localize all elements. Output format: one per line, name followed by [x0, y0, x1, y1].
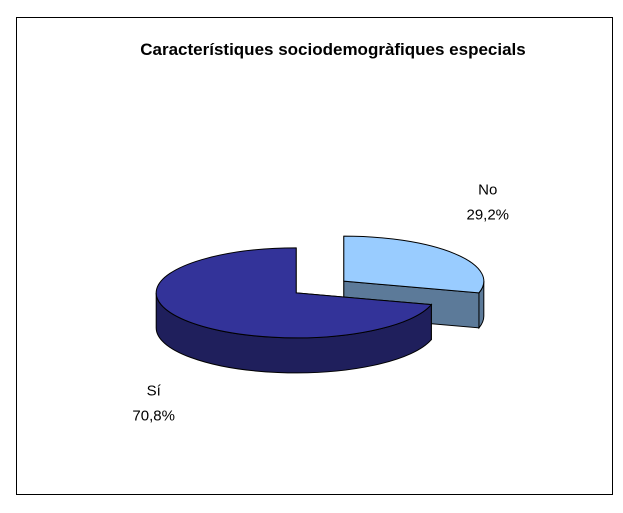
slice-value-label: 70,8%	[132, 408, 175, 425]
slice	[155, 247, 433, 339]
chart-border	[16, 17, 613, 495]
slice	[343, 235, 485, 294]
slice-value-label: 29,2%	[466, 206, 509, 223]
slice-category-label: No	[478, 181, 497, 198]
chart-title: Característiques sociodemogràfiques espe…	[140, 40, 526, 59]
slice-category-label: Sí	[147, 383, 162, 400]
